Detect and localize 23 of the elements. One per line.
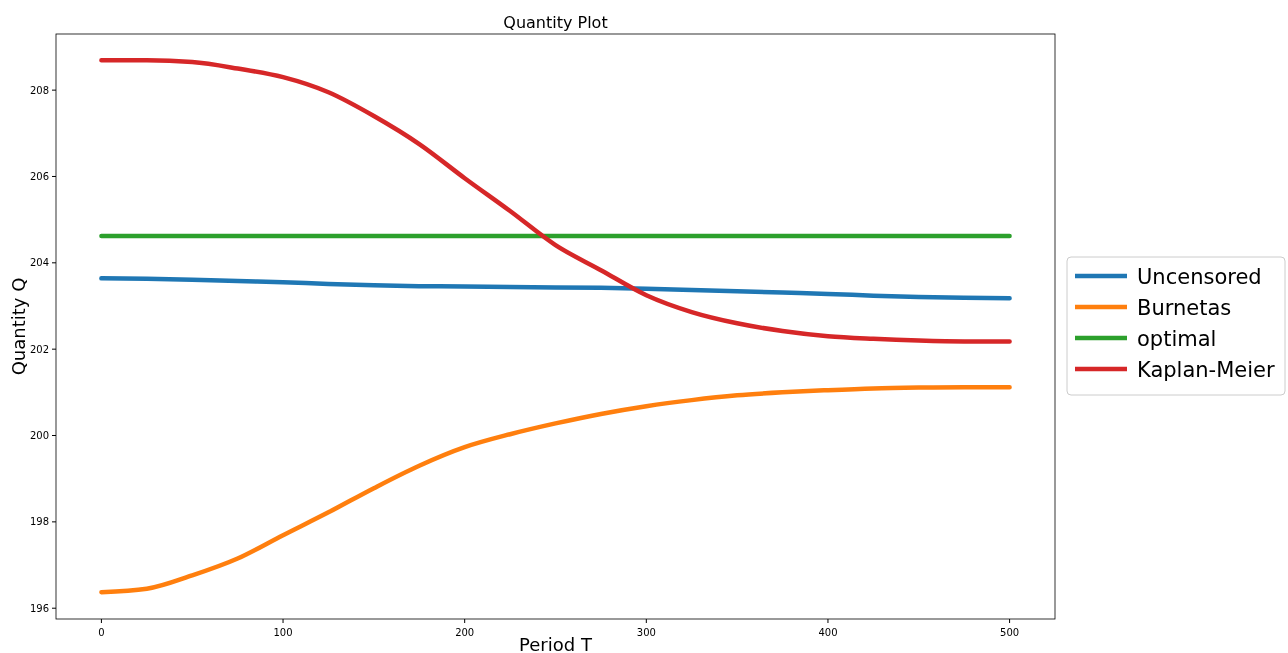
y-tick-label: 198 — [29, 516, 49, 528]
y-tick-label: 196 — [29, 602, 49, 614]
y-tick-label: 206 — [29, 170, 49, 182]
legend-label: Uncensored — [1137, 265, 1262, 289]
x-tick-label: 400 — [818, 627, 838, 638]
y-tick-label: 200 — [29, 430, 49, 442]
y-tick-label: 204 — [29, 257, 49, 269]
y-axis-title: Quantity Q — [8, 277, 29, 376]
y-tick-label: 202 — [29, 343, 49, 355]
x-tick-label: 300 — [636, 627, 656, 638]
chart-title: Quantity Plot — [503, 13, 608, 32]
x-tick-label: 0 — [98, 627, 105, 638]
x-axis-title: Period T — [519, 634, 593, 653]
line-series — [99, 58, 1012, 344]
legend-label: Burnetas — [1137, 296, 1232, 320]
x-tick-label: 500 — [1000, 627, 1020, 638]
x-tick-label: 200 — [455, 627, 475, 638]
line-series — [99, 384, 1012, 595]
line-series — [99, 276, 1012, 301]
x-tick-label: 100 — [273, 627, 293, 638]
legend-label: Kaplan-Meier — [1137, 358, 1275, 382]
legend-label: optimal — [1137, 327, 1217, 351]
y-tick-label: 208 — [29, 84, 49, 96]
